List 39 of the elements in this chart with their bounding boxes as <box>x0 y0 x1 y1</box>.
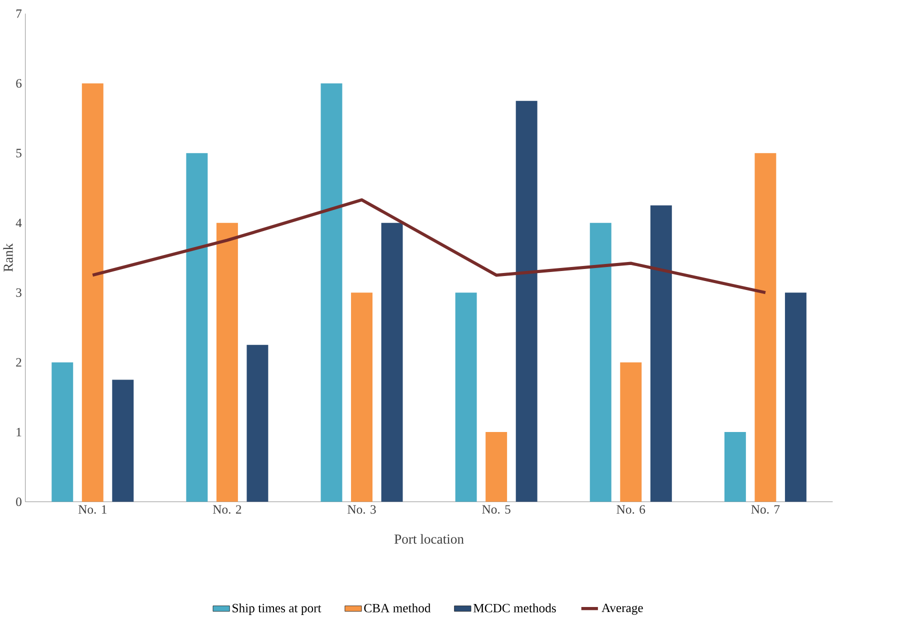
y-tick-label: 5 <box>16 149 22 158</box>
x-tick-label: No. 1 <box>78 505 106 514</box>
y-axis-title: Rank <box>3 243 13 272</box>
y-tick-label: 2 <box>16 358 22 367</box>
y-tick-label: 7 <box>16 10 22 18</box>
bar <box>381 223 403 502</box>
y-tick-label: 0 <box>16 498 22 506</box>
bar <box>650 206 672 502</box>
legend-label: MCDC methods <box>473 604 556 613</box>
bar <box>216 223 238 502</box>
y-tick-label: 3 <box>16 288 22 297</box>
bar <box>754 153 776 502</box>
x-tick-label: No. 6 <box>616 505 646 514</box>
bar <box>351 292 372 502</box>
bar <box>52 362 74 502</box>
legend-label: CBA method <box>364 604 431 613</box>
y-tick-label: 4 <box>16 218 22 228</box>
bar <box>246 345 268 502</box>
bar <box>784 292 806 502</box>
bar <box>112 380 134 502</box>
x-tick-label: No. 7 <box>751 505 780 514</box>
x-tick-label: No. 2 <box>212 505 242 514</box>
y-tick-label: 6 <box>16 79 22 88</box>
bar <box>590 223 612 502</box>
bar <box>724 432 746 502</box>
y-tick-label: 1 <box>16 428 22 436</box>
bar <box>455 292 477 502</box>
bar <box>516 100 538 502</box>
legend-label: Ship times at port <box>232 604 322 616</box>
bar <box>320 84 342 502</box>
x-axis-title: Port location <box>394 534 464 544</box>
x-tick-label: No. 5 <box>482 505 510 514</box>
line-series <box>91 198 767 294</box>
x-tick-label: No. 3 <box>348 505 376 514</box>
bar <box>82 84 104 502</box>
bar <box>186 153 208 502</box>
bar <box>486 432 508 502</box>
bar <box>620 362 642 502</box>
legend-label: Average <box>602 604 643 615</box>
